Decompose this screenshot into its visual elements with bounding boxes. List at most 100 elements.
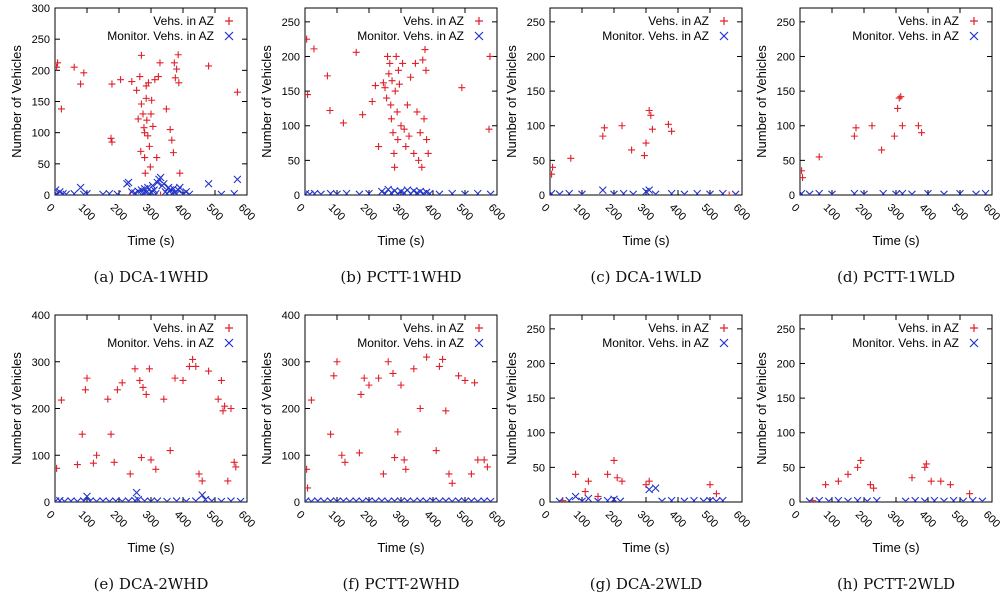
vehs-point [419, 56, 427, 64]
monitor-point [978, 497, 987, 502]
vehs-point [937, 477, 945, 485]
vehs-point [391, 454, 399, 462]
monitor-point [416, 497, 425, 502]
y-tick-label: 0 [789, 190, 795, 202]
vehs-point [330, 372, 338, 380]
monitor-point [555, 190, 564, 195]
vehs-point [371, 82, 379, 90]
monitor-point [305, 190, 314, 195]
monitor-point [76, 183, 85, 192]
monitor-point [201, 495, 210, 502]
monitor-point [377, 497, 386, 502]
monitor-point [731, 190, 740, 195]
x-tick-label: 100 [76, 509, 97, 530]
vehs-point [604, 470, 612, 478]
x-tick-label: 200 [108, 202, 129, 223]
vehs-point [393, 108, 401, 116]
monitor-point [310, 189, 319, 195]
monitor-point [342, 189, 351, 195]
vehs-point [126, 191, 134, 195]
vehs-point [149, 122, 157, 130]
x-tick-label: 0 [44, 202, 57, 215]
legend-label: Vehs. in AZ [403, 321, 464, 335]
vehs-point [613, 474, 621, 482]
vehs-point [385, 70, 393, 78]
vehs-point [107, 134, 115, 142]
y-axis-label: Number of Vehicles [504, 45, 519, 158]
legend-label: Vehs. in AZ [648, 321, 709, 335]
vehs-point [421, 46, 429, 54]
vehs-point [333, 358, 341, 366]
x-tick-label: 100 [326, 202, 347, 223]
monitor-point [320, 497, 329, 502]
vehs-point [166, 126, 174, 134]
monitor-point [850, 189, 859, 195]
vehs-point [467, 470, 475, 478]
vehs-point [850, 132, 858, 140]
legend-label: Vehs. in AZ [898, 321, 959, 335]
vehs-point [966, 490, 974, 498]
vehs-point [391, 87, 399, 95]
y-tick-label: 0 [44, 190, 50, 202]
vehs-point [153, 154, 161, 162]
x-tick-label: 500 [949, 509, 970, 530]
vehs-point [668, 127, 676, 135]
monitor-point [959, 497, 968, 502]
monitor-point [185, 190, 194, 195]
vehs-point [922, 460, 930, 468]
vehs-point [341, 458, 349, 466]
vehs-point [195, 470, 203, 478]
legend-marker [970, 17, 978, 25]
monitor-point [60, 497, 69, 502]
x-tick-label: 0 [294, 509, 307, 522]
vehs-point [355, 449, 363, 457]
monitor-point [79, 190, 88, 195]
monitor-point [828, 190, 836, 195]
vehs-point [392, 52, 400, 60]
vehs-point [145, 142, 153, 150]
vehs-point [128, 78, 136, 86]
y-tick-label: 250 [527, 17, 545, 29]
y-tick-label: 0 [294, 190, 300, 202]
vehs-point [706, 481, 714, 489]
monitor-point [198, 491, 207, 499]
x-tick-label: 300 [885, 509, 906, 530]
monitor-point [147, 497, 155, 502]
vehs-point [389, 129, 397, 137]
y-tick-label: 400 [32, 310, 50, 322]
vehs-point [108, 138, 116, 146]
monitor-point [680, 497, 689, 502]
y-tick-label: 100 [32, 128, 50, 140]
vehs-point [397, 122, 405, 130]
legend-marker [475, 324, 483, 332]
subfigure-caption: (g) DCA-2WLD [589, 575, 703, 593]
monitor-point [148, 181, 157, 190]
x-tick-label: 100 [821, 509, 842, 530]
monitor-point [217, 497, 226, 502]
monitor-point [706, 496, 714, 502]
scatter-plot: 0 100 200 300 400 0 100 200 300 400 500 600 Time (s)… [259, 310, 507, 555]
y-tick-label: 300 [282, 357, 300, 369]
vehs-point [379, 79, 387, 87]
vehs-point [645, 477, 653, 485]
monitor-point [949, 496, 958, 502]
y-tick-label: 250 [32, 34, 50, 46]
vehs-point [171, 74, 179, 82]
vehs-point [93, 451, 101, 459]
monitor-point [55, 496, 64, 502]
monitor-point [441, 497, 450, 502]
vehs-point [113, 386, 121, 394]
monitor-point [863, 497, 872, 502]
vehs-point [221, 402, 229, 410]
y-tick-label: 250 [527, 324, 545, 336]
x-tick-label: 0 [789, 202, 802, 215]
x-tick-label: 400 [667, 202, 688, 223]
vehs-point [416, 405, 424, 412]
vehs-point [77, 80, 85, 88]
y-tick-label: 150 [32, 97, 50, 109]
monitor-point [227, 497, 235, 502]
y-tick-label: 250 [777, 324, 795, 336]
y-tick-label: 0 [294, 497, 300, 509]
vehs-point [185, 362, 193, 370]
